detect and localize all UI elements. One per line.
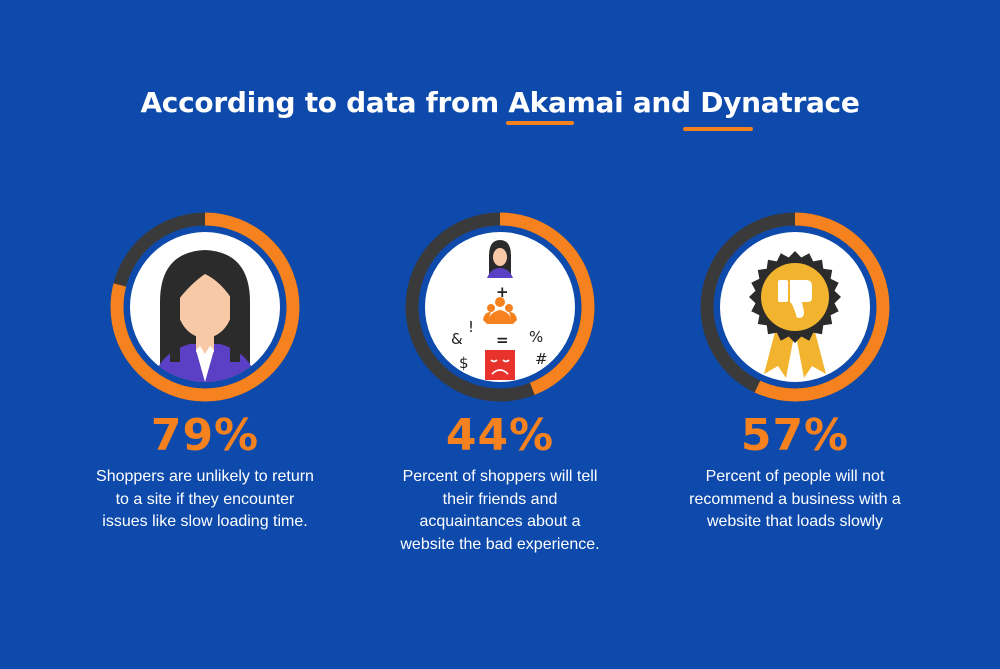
dollar-symbol: $ <box>459 354 469 372</box>
progress-ring-2 <box>405 212 595 402</box>
stat-description-1: Shoppers are unlikely to return to a sit… <box>55 466 355 534</box>
title-prefix: According to data from <box>140 86 509 119</box>
stat-value-3: 57% <box>740 410 850 461</box>
progress-arc-3 <box>700 212 890 402</box>
stat-1-line-1: Shoppers are unlikely to return <box>96 468 314 485</box>
hash-symbol: # <box>535 350 548 368</box>
percent-symbol: % <box>529 328 544 346</box>
stat-description-2: Percent of shoppers will tell their frie… <box>350 466 650 556</box>
sad-face-icon <box>485 350 515 380</box>
dynatrace-underline <box>683 127 753 131</box>
stat-ring-3 <box>700 212 890 402</box>
stat-1-line-2: to a site if they encounter <box>115 490 295 508</box>
bad-word-of-mouth-icon: + = ! & % $ # <box>425 232 575 382</box>
stat-description-3: Percent of people will not recommend a b… <box>645 466 945 534</box>
title-middle: and <box>623 86 701 119</box>
page-title: According to data from Akamai and Dynatr… <box>0 86 1000 119</box>
stat-ring-2: + = ! & % $ # <box>405 212 595 402</box>
equals-symbol: = <box>496 331 509 349</box>
title-brand-dynatrace: Dynatrace <box>700 86 860 119</box>
title-brand-akamai: Akamai <box>508 86 624 119</box>
progress-arc-2 <box>405 212 595 402</box>
stat-2-line-3: acquaintances about a <box>419 513 581 530</box>
progress-arc-1 <box>110 212 300 402</box>
stat-2-line-1: Percent of shoppers will tell <box>402 468 598 485</box>
progress-ring-3 <box>700 212 890 402</box>
stat-1-line-3: issues like slow loading time. <box>102 513 308 530</box>
akamai-underline <box>506 121 574 125</box>
plus-symbol: + <box>496 283 509 301</box>
stat-value-2: 44% <box>445 410 555 461</box>
stat-ring-1 <box>110 212 300 402</box>
amp-symbol: & <box>451 330 463 348</box>
stat-2-line-2: their friends and <box>442 490 558 508</box>
stat-value-1: 79% <box>150 410 260 461</box>
stat-3-line-1: Percent of people will not <box>705 468 885 485</box>
person-icon <box>487 240 513 278</box>
woman-avatar-icon <box>130 232 280 382</box>
stat-2-line-4: website the bad experience. <box>400 535 600 553</box>
stat-3-line-3: website that loads slowly <box>706 513 884 530</box>
stat-3-line-2: recommend a business with a <box>689 490 901 508</box>
exclaim-symbol: ! <box>468 318 475 336</box>
thumbs-down-badge-icon <box>720 232 870 382</box>
group-icon <box>483 297 517 324</box>
progress-ring-1 <box>110 212 300 402</box>
